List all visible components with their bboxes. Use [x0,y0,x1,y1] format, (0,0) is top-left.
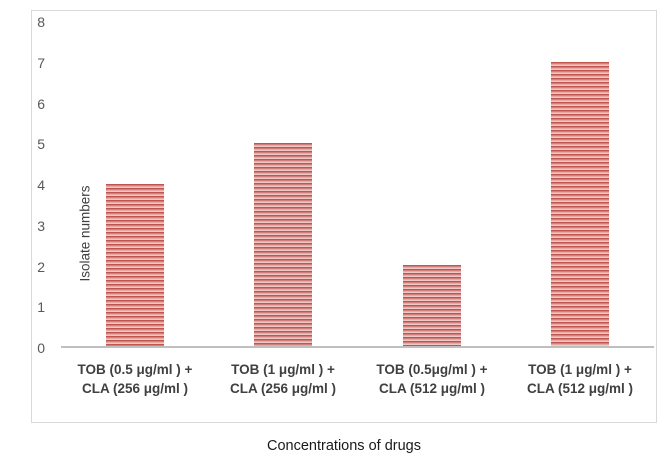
x-category-label: TOB (0.5μg/ml ) + CLA (512 μg/ml ) [357,360,507,398]
x-category-label: TOB (1 μg/ml ) + CLA (512 μg/ml ) [505,360,655,398]
y-tick-label: 8 [37,14,45,30]
x-category-label: TOB (1 μg/ml ) + CLA (256 μg/ml ) [208,360,358,398]
y-tick-label: 2 [37,258,45,275]
bar [551,62,609,347]
y-tick-label: 7 [37,54,45,71]
y-tick-label: 6 [37,95,45,112]
x-category-label-line2: CLA (256 μg/ml ) [229,381,337,396]
y-axis-title: Isolate numbers [77,185,93,282]
bar [106,184,164,347]
x-axis-line [61,346,654,348]
x-category-label-line1: TOB (0.5 μg/ml ) + [77,362,193,377]
y-tick-label: 0 [37,340,45,356]
x-category-label-line2: CLA (256 μg/ml ) [81,381,189,396]
x-axis-title: Concentrations of drugs [267,438,421,454]
bar [254,143,312,347]
y-tick-label: 3 [37,217,45,234]
chart-plot-area: Isolate numbers 0 1 2 3 4 5 6 7 8 TOB (0.5 μg/ml… [31,10,657,423]
x-category-label-line1: TOB (0.5μg/ml ) + [376,362,488,377]
x-category-label-line2: CLA (512 μg/ml ) [378,381,486,396]
bar [403,265,461,347]
x-category-label-line1: TOB (1 μg/ml ) + [231,362,335,377]
x-category-label-line1: TOB (1 μg/ml ) + [528,362,632,377]
y-tick-label: 1 [37,299,45,316]
y-tick-label: 4 [37,177,45,193]
y-tick-label: 5 [37,136,45,153]
x-category-label: TOB (0.5 μg/ml ) + CLA (256 μg/ml ) [60,360,210,398]
x-category-label-line2: CLA (512 μg/ml ) [526,381,634,396]
